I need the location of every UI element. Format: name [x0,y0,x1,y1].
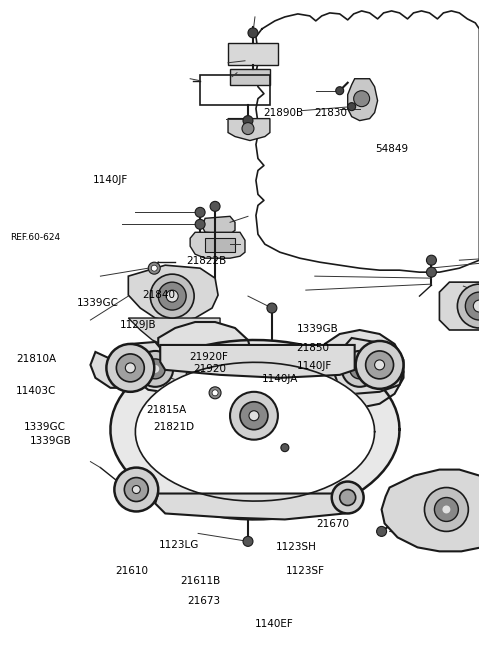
Circle shape [465,292,480,320]
Circle shape [195,219,205,230]
Text: 21821D: 21821D [153,422,194,432]
Text: 1140JA: 1140JA [262,374,298,384]
Circle shape [374,360,384,370]
Circle shape [281,443,289,451]
Circle shape [443,506,450,514]
Circle shape [332,482,364,514]
Text: 21830: 21830 [314,108,347,119]
Circle shape [426,255,436,265]
Circle shape [124,478,148,501]
Circle shape [240,401,268,430]
Text: 21670: 21670 [317,520,349,529]
Text: 21611B: 21611B [180,576,221,586]
Text: 1140EF: 1140EF [254,619,293,628]
Text: 21890B: 21890B [263,108,303,119]
Text: 11403C: 11403C [16,386,56,396]
Text: 21815A: 21815A [147,405,187,415]
Polygon shape [128,318,220,348]
Text: 1123LG: 1123LG [158,540,199,550]
Polygon shape [316,330,404,408]
Circle shape [209,387,221,399]
Polygon shape [110,340,399,520]
Circle shape [267,303,277,313]
Text: 21920F: 21920F [189,352,228,361]
Circle shape [356,341,404,389]
Circle shape [116,354,144,382]
Text: 21850: 21850 [297,342,329,353]
Text: 21840: 21840 [142,291,175,300]
Circle shape [150,274,194,318]
Polygon shape [158,322,252,382]
Polygon shape [228,119,270,140]
Polygon shape [155,493,348,520]
Text: 21610: 21610 [116,566,149,577]
Circle shape [145,359,165,379]
Circle shape [424,487,468,531]
Circle shape [151,265,157,271]
Text: 1339GC: 1339GC [24,422,66,432]
Text: 21822B: 21822B [186,256,227,266]
Circle shape [377,526,386,537]
Circle shape [243,537,253,546]
Text: 1123SF: 1123SF [286,566,324,577]
Circle shape [230,392,278,440]
Text: 21810A: 21810A [16,354,56,364]
Circle shape [248,28,258,38]
Circle shape [125,363,135,373]
Circle shape [366,351,394,379]
Circle shape [166,290,178,302]
Text: 1123SH: 1123SH [276,542,317,552]
Circle shape [210,201,220,211]
Circle shape [242,123,254,134]
Polygon shape [348,79,378,121]
Polygon shape [90,342,160,388]
Bar [230,69,270,85]
Polygon shape [335,338,404,394]
Circle shape [356,365,364,373]
Polygon shape [135,362,374,501]
Polygon shape [132,346,188,392]
Circle shape [148,262,160,274]
Circle shape [340,489,356,506]
Circle shape [107,344,154,392]
Text: 54849: 54849 [375,144,408,154]
Circle shape [457,284,480,328]
Polygon shape [439,282,480,330]
Polygon shape [128,265,218,322]
Text: 1339GB: 1339GB [297,324,338,335]
Circle shape [243,115,253,125]
Bar [205,238,235,252]
Circle shape [336,87,344,94]
Text: 1339GB: 1339GB [29,436,71,445]
Polygon shape [190,232,245,258]
Text: 1129JB: 1129JB [120,320,156,331]
Circle shape [132,485,140,493]
Text: 1140JF: 1140JF [297,361,332,371]
Text: 21920: 21920 [193,364,226,374]
Circle shape [426,267,436,277]
Text: 1339GC: 1339GC [77,298,119,308]
Text: 1140JF: 1140JF [93,175,128,185]
Circle shape [151,365,159,373]
Circle shape [212,390,218,396]
Polygon shape [202,216,235,234]
Text: 21673: 21673 [187,596,220,606]
Circle shape [158,282,186,310]
Circle shape [195,207,205,217]
Bar [200,75,270,105]
Bar [228,43,278,65]
Circle shape [137,351,173,387]
Circle shape [354,91,370,107]
Polygon shape [382,470,480,551]
Circle shape [249,411,259,420]
Circle shape [342,351,378,387]
Circle shape [434,497,458,522]
Circle shape [348,102,356,111]
Circle shape [114,468,158,512]
Text: REF.60-624: REF.60-624 [10,234,60,242]
Polygon shape [160,345,355,378]
Circle shape [473,300,480,312]
Circle shape [350,359,370,379]
